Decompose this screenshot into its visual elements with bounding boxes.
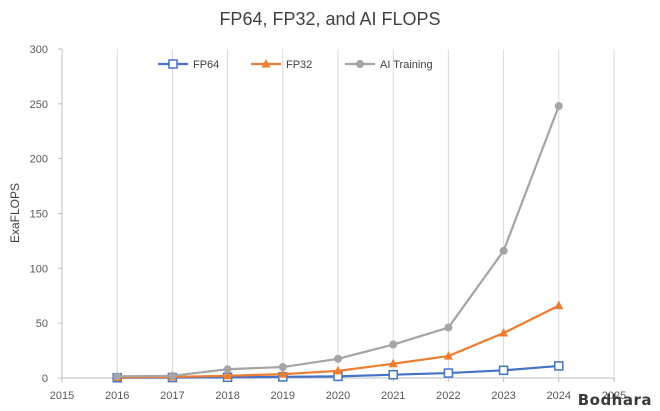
data-point-fp32-2020 xyxy=(333,365,343,375)
legend-item-fp32: FP32 xyxy=(251,59,312,71)
legend: FP64 FP32 AI Training xyxy=(158,59,433,71)
y-tick-label-150: 150 xyxy=(30,209,48,221)
series-layer xyxy=(112,102,564,383)
legend-marker-fp64 xyxy=(168,59,178,69)
legend-label-fp32: FP32 xyxy=(286,59,312,71)
y-tick-label-0: 0 xyxy=(42,373,48,385)
data-point-ai-training-2020 xyxy=(334,354,342,363)
data-point-ai-training-2021 xyxy=(389,340,398,349)
y-tick-label-200: 200 xyxy=(30,154,48,166)
data-point-fp32-2023 xyxy=(499,328,509,337)
y-tick-label-50: 50 xyxy=(36,318,48,330)
x-tick-label-2018: 2018 xyxy=(215,390,239,402)
legend-marker-ai-training xyxy=(356,60,364,68)
watermark-text: Bodhara xyxy=(577,391,652,409)
data-point-ai-training-2017 xyxy=(168,371,177,380)
data-point-fp32-2024 xyxy=(554,300,564,310)
chart-title: FP64, FP32, and AI FLOPS xyxy=(219,9,441,29)
x-tick-label-2019: 2019 xyxy=(271,390,295,402)
x-tick-label-2021: 2021 xyxy=(381,390,405,402)
x-tick-label-2022: 2022 xyxy=(436,390,460,402)
data-point-fp32-2019 xyxy=(278,369,288,378)
data-point-ai-training-2019 xyxy=(278,363,287,372)
data-point-ai-training-2018 xyxy=(223,365,232,374)
x-tick-label-2015: 2015 xyxy=(50,390,74,402)
x-tick-label-2017: 2017 xyxy=(160,390,184,402)
data-point-ai-training-2022 xyxy=(444,323,453,332)
data-point-ai-training-2016 xyxy=(113,372,122,381)
legend-item-ai-training: AI Training xyxy=(345,59,433,71)
y-tick-label-100: 100 xyxy=(30,263,48,275)
data-point-fp32-2018 xyxy=(223,370,233,380)
x-tick-label-2023: 2023 xyxy=(491,390,515,402)
y-tick-label-250: 250 xyxy=(30,99,48,111)
y-tick-label-300: 300 xyxy=(30,44,48,56)
x-tick-label-2024: 2024 xyxy=(547,390,571,402)
x-tick-label-2020: 2020 xyxy=(326,390,350,402)
data-point-fp64-2021 xyxy=(388,369,398,380)
axes: 0 50 100 150 200 250 300 2015 2016 2017 2018 2019 20… xyxy=(30,44,627,402)
data-point-fp64-2024 xyxy=(554,361,564,371)
data-point-fp64-2023 xyxy=(498,365,509,376)
legend-marker-fp32 xyxy=(261,59,271,68)
data-point-ai-training-2023 xyxy=(499,246,508,255)
data-point-ai-training-2024 xyxy=(554,102,563,111)
legend-label-ai-training: AI Training xyxy=(380,59,433,71)
x-tick-label-2025: 2025 xyxy=(602,390,626,402)
data-point-fp32-2022 xyxy=(443,351,453,360)
x-tick-label-2016: 2016 xyxy=(105,390,129,402)
gridlines xyxy=(61,49,615,378)
data-point-fp32-2021 xyxy=(388,358,398,368)
legend-label-fp64: FP64 xyxy=(193,59,219,71)
y-axis-label: ExaFLOPS xyxy=(8,183,22,243)
series-ai-training xyxy=(113,102,563,381)
data-point-fp64-2022 xyxy=(443,368,454,378)
legend-item-fp64: FP64 xyxy=(158,59,219,71)
